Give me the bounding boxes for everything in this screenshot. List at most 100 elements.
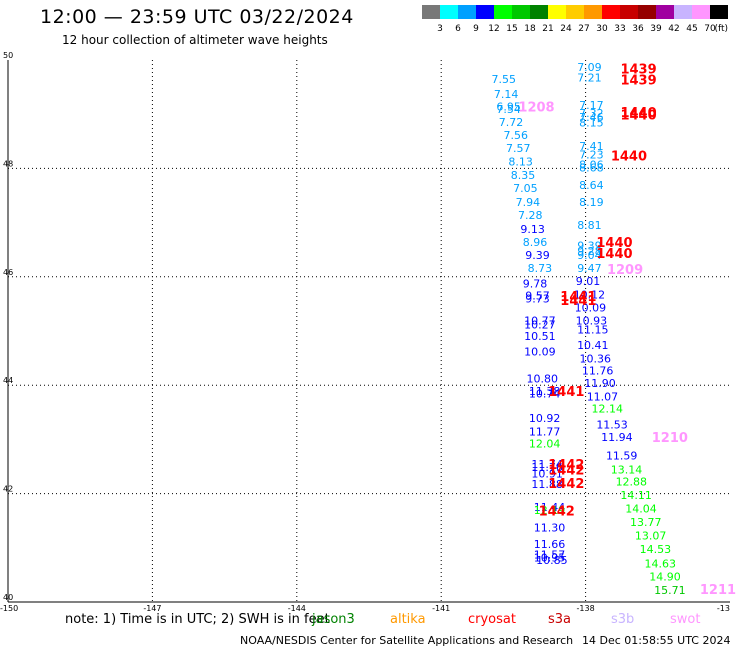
colorbar-swatch — [494, 5, 512, 19]
colorbar-swatch — [476, 5, 494, 19]
wave-height-point: 11.66 — [534, 538, 566, 551]
wave-height-point: 10.85 — [536, 554, 568, 567]
pass-time-label: 1440 — [611, 149, 647, 164]
colorbar-label: 18 — [524, 24, 536, 34]
pass-time-label: 1440 — [596, 247, 632, 262]
wave-height-point: 7.55 — [492, 73, 517, 86]
pass-time-label: 1441 — [560, 290, 596, 305]
colorbar-label: 6 — [455, 24, 461, 34]
y-tick-label: 46 — [3, 268, 13, 277]
colorbar-label: 21 — [542, 24, 553, 34]
wave-height-point: 8.19 — [579, 196, 604, 209]
colorbar-swatch — [656, 5, 674, 19]
wave-height-point: 10.92 — [529, 412, 561, 425]
pass-time-label: 1440 — [596, 236, 632, 251]
wave-height-point: 10.74 — [529, 388, 561, 401]
wave-height-point: 7.09 — [577, 61, 602, 74]
wave-height-point: 11.15 — [577, 324, 609, 337]
wave-height-point: 9.28 — [577, 245, 602, 258]
colorbar-label: 70 — [704, 24, 716, 34]
wave-height-point: 11.57 — [534, 549, 566, 562]
satellite-label-swot: swot — [670, 612, 701, 627]
colorbar-swatch — [692, 5, 710, 19]
wave-height-point: 15.71 — [654, 584, 686, 597]
page-title: 12:00 — 23:59 UTC 03/22/2024 — [40, 6, 354, 28]
pass-time-label: 1209 — [607, 263, 643, 278]
wave-height-point: 10.12 — [574, 288, 606, 301]
x-tick-label: -144 — [288, 604, 306, 613]
wave-height-point: 9.73 — [525, 292, 550, 305]
satellite-label-cryosat: cryosat — [468, 612, 516, 627]
satellite-label-s3a: s3a — [548, 612, 572, 627]
colorbar-label: 12 — [488, 24, 499, 34]
wave-height-point: 14.63 — [644, 557, 676, 570]
wave-height-point: 11.30 — [534, 522, 566, 535]
wave-height-point: 14.53 — [640, 543, 672, 556]
x-tick-label: -13 — [717, 604, 730, 613]
x-tick-label: -141 — [432, 604, 450, 613]
wave-height-point: 8.06 — [579, 158, 604, 171]
wave-height-point: 10.95 — [534, 551, 566, 564]
wave-height-point: 8.35 — [511, 169, 536, 182]
colorbar-swatch — [602, 5, 620, 19]
pass-time-label: 1211 — [700, 583, 736, 598]
wave-height-point: 10.51 — [524, 330, 556, 343]
pass-time-label: 1442 — [548, 458, 584, 473]
pass-time-label: 1439 — [620, 63, 656, 78]
pass-time-label: 1440 — [620, 109, 656, 124]
wave-height-point: 14.04 — [625, 503, 657, 516]
wave-height-point: 10.36 — [579, 352, 611, 365]
colorbar-label: 45 — [686, 24, 697, 34]
wave-height-point: 8.81 — [577, 219, 602, 232]
colorbar-label: 33 — [614, 24, 625, 34]
colorbar-swatch — [710, 5, 728, 19]
wave-height-point: 9.01 — [576, 275, 601, 288]
pass-time-label: 1440 — [620, 106, 656, 121]
colorbar-swatch — [674, 5, 692, 19]
wave-height-point: 12.14 — [592, 402, 624, 415]
wave-height-point: 7.05 — [513, 182, 538, 195]
pass-time-label: 1439 — [620, 73, 656, 88]
wave-height-point: 14.11 — [620, 489, 652, 502]
wave-height-point: 14.90 — [649, 570, 681, 583]
colorbar-label: 42 — [668, 24, 679, 34]
wave-height-point: 7.41 — [579, 140, 604, 153]
pass-time-label: 1441 — [548, 385, 584, 400]
colorbar-swatch — [638, 5, 656, 19]
wave-height-point: 8.68 — [579, 162, 604, 175]
colorbar-label: 3 — [437, 24, 443, 34]
colorbar-label: 39 — [650, 24, 662, 34]
x-tick-label: -138 — [577, 604, 595, 613]
wave-height-point: 7.23 — [579, 149, 604, 162]
credit-text: NOAA/NESDIS Center for Satellite Applica… — [240, 634, 574, 647]
colorbar-label: 24 — [560, 24, 572, 34]
pass-time-label: 1442 — [548, 477, 584, 492]
wave-height-point: 9.57 — [525, 290, 550, 303]
pass-time-label: 1442 — [548, 464, 584, 479]
wave-height-point: 11.88 — [531, 478, 563, 491]
colorbar-label: 9 — [473, 24, 479, 34]
generated-timestamp: 14 Dec 01:58:55 UTC 2024 — [582, 634, 731, 647]
wave-height-point: 11.38 — [529, 385, 561, 398]
wave-height-point: 7.28 — [518, 209, 543, 222]
y-tick-label: 50 — [3, 51, 13, 60]
wave-height-point: 10.77 — [524, 314, 556, 327]
wave-height-point: 9.39 — [577, 240, 602, 253]
wave-height-point: 13.14 — [611, 464, 643, 477]
page-subtitle: 12 hour collection of altimeter wave hei… — [62, 33, 328, 47]
wave-height-point: 7.21 — [577, 72, 602, 85]
wave-height-point: 9.78 — [523, 278, 548, 291]
wave-height-point: 11.77 — [529, 426, 561, 439]
wave-height-point: 11.74 — [531, 458, 563, 471]
wave-height-point: 10.91 — [531, 467, 563, 480]
wave-height-point: 7.17 — [579, 99, 604, 112]
wave-height-point: 7.56 — [504, 129, 529, 142]
wave-height-point: 9.04 — [577, 249, 602, 262]
wave-height-point: 7.46 — [579, 111, 604, 124]
y-tick-label: 42 — [3, 485, 13, 494]
wave-height-point: 11.76 — [531, 461, 563, 474]
colorbar-swatch — [566, 5, 584, 19]
wave-height-point: 7.14 — [494, 88, 519, 101]
colorbar-swatch — [512, 5, 530, 19]
